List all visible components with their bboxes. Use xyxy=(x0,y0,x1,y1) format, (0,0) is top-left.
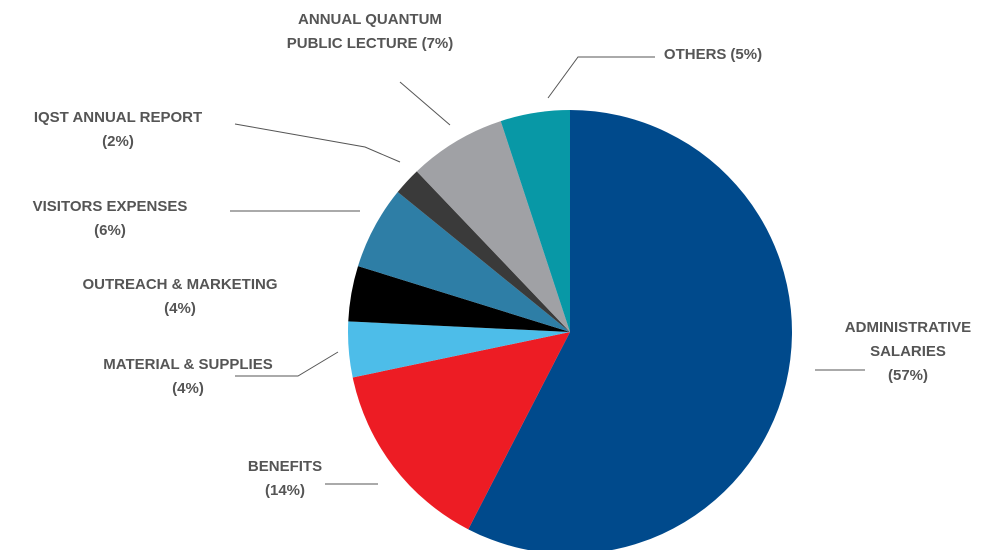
slice-label: OTHERS xyxy=(664,46,727,63)
pie-slice xyxy=(500,110,570,332)
slice-label: ADMINISTRATIVE SALARIES xyxy=(845,319,971,360)
pie-slice xyxy=(348,266,570,332)
value-label: (4%) xyxy=(172,380,204,397)
slice-label: IQST ANNUAL REPORT xyxy=(34,109,202,126)
pie-slice xyxy=(348,321,570,378)
leader-line xyxy=(547,56,655,99)
value-label: (6%) xyxy=(94,222,126,239)
value-label: (14%) xyxy=(265,482,305,499)
slice-label: ANNUAL QUANTUM PUBLIC LECTURE xyxy=(287,11,442,52)
pie-slice xyxy=(416,121,570,332)
slice-label: BENEFITS xyxy=(248,458,322,475)
slice-label: VISITORS EXPENSES xyxy=(33,198,188,215)
leader-line xyxy=(399,81,451,126)
pie-slice xyxy=(468,110,792,550)
slice-label: OUTREACH & MARKETING xyxy=(83,276,278,293)
value-label: (2%) xyxy=(102,133,134,150)
pie-slice xyxy=(358,192,570,332)
value-label: (5%) xyxy=(730,46,762,63)
value-label: (57%) xyxy=(888,367,928,384)
pie-slice xyxy=(397,171,570,332)
slice-label: MATERIAL & SUPPLIES xyxy=(103,356,272,373)
value-label: (7%) xyxy=(422,35,454,52)
pie-slice xyxy=(352,332,570,530)
leader-line xyxy=(234,123,401,163)
leader-line xyxy=(235,351,339,377)
value-label: (4%) xyxy=(164,300,196,317)
